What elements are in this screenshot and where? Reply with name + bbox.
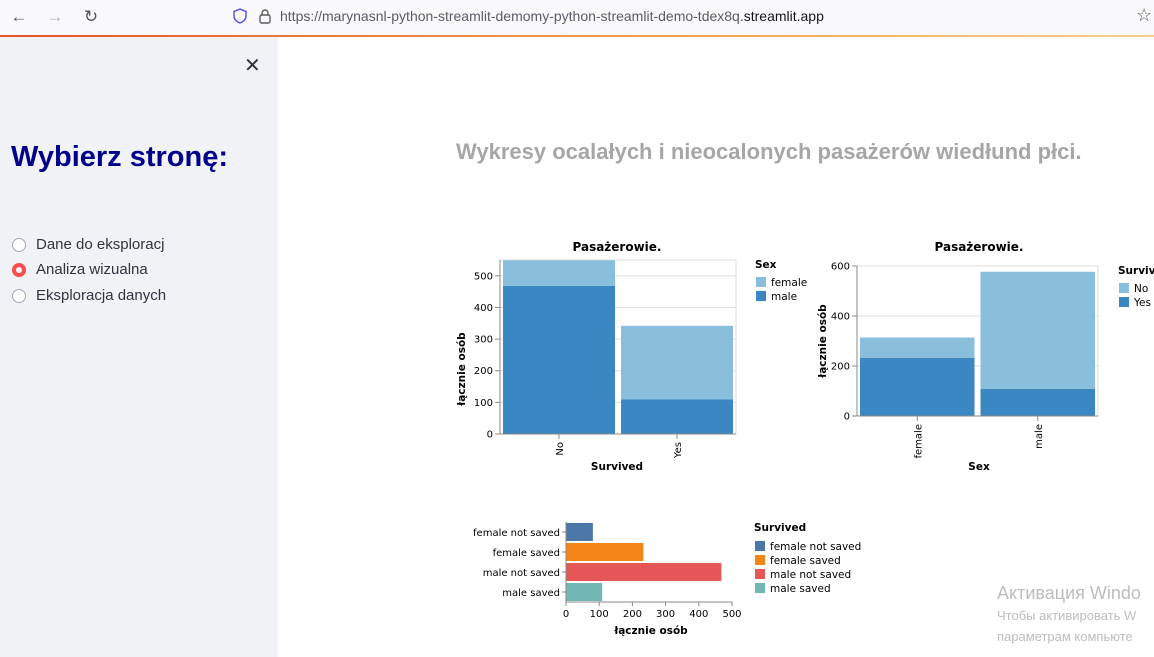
y-axis-label: łącznie osób xyxy=(817,304,829,379)
y-tick-label: 0 xyxy=(487,430,493,441)
x-tick-label: female xyxy=(913,424,924,458)
y-tick-label: 200 xyxy=(831,362,850,373)
legend-swatch xyxy=(755,569,765,579)
radio-option-dane[interactable]: Dane do eksploracj xyxy=(12,236,164,253)
chart-survived-by-sex: Pasażerowie. łącznie osób Survived Sex f… xyxy=(456,240,807,473)
y-tick-label: male not saved xyxy=(483,568,560,579)
radio-label: Dane do eksploracj xyxy=(36,236,165,253)
main-title: Wykresy ocalałych i nieocalonych pasażer… xyxy=(456,139,1082,164)
y-tick-label: 200 xyxy=(474,366,493,377)
legend-swatch xyxy=(755,541,765,551)
chart-title: Pasażerowie. xyxy=(935,240,1024,254)
legend-swatch xyxy=(756,291,766,301)
legend-swatch xyxy=(756,277,766,287)
legend-swatch xyxy=(755,583,765,593)
back-arrow-icon[interactable]: ← xyxy=(10,7,28,26)
x-tick-label: 200 xyxy=(623,609,642,620)
bar-segment xyxy=(860,337,975,358)
page-load-accent xyxy=(0,35,1154,37)
windows-activation-text: параметрам компьюте xyxy=(997,629,1133,644)
sidebar: ✕ Wybierz stronę: Dane do eksploracj Ana… xyxy=(0,37,278,657)
legend-title: Survived xyxy=(754,522,806,534)
bar xyxy=(566,583,603,601)
chart-sex-by-survived: Pasażerowie. łącznie osób Sex Survived N… xyxy=(817,240,1154,473)
legend-label: male saved xyxy=(770,583,831,595)
radio-unselected-icon[interactable] xyxy=(12,237,26,252)
x-axis-label: Sex xyxy=(968,461,990,473)
y-tick-label: 600 xyxy=(831,262,850,273)
bar-segment xyxy=(980,388,1095,416)
bar-segment xyxy=(503,285,615,434)
y-tick-label: 400 xyxy=(474,303,493,314)
y-axis-label: łącznie osób xyxy=(456,332,468,407)
x-tick-label: 300 xyxy=(656,609,675,620)
radio-label: Eksploracja danych xyxy=(36,287,167,304)
bar xyxy=(566,523,593,541)
x-axis-label: łącznie osób xyxy=(613,625,688,637)
legend-label: female not saved xyxy=(770,541,861,553)
chart-title: Pasażerowie. xyxy=(573,240,662,254)
address-bar[interactable]: https://marynasnl-python-streamlit-demom… xyxy=(226,0,1154,32)
lock-icon xyxy=(259,9,271,24)
windows-activation-title: Активация Windo xyxy=(997,583,1141,603)
forward-arrow-icon[interactable]: → xyxy=(46,7,64,26)
close-icon[interactable]: ✕ xyxy=(244,55,261,77)
legend-label: female saved xyxy=(770,555,841,567)
browser-toolbar: ← → ↻ https://marynasnl-python-streamlit… xyxy=(0,0,1154,36)
x-tick-label: 400 xyxy=(689,609,708,620)
y-tick-label: female not saved xyxy=(473,528,560,539)
y-tick-label: 400 xyxy=(831,312,850,323)
url-prefix: https://marynasnl-python-streamlit-demom… xyxy=(280,8,744,24)
legend-label: Yes xyxy=(1133,297,1151,309)
bar xyxy=(566,563,722,581)
y-tick-label: female saved xyxy=(493,548,560,559)
bar-segment xyxy=(860,357,975,416)
radio-selected-icon[interactable] xyxy=(12,262,26,277)
radio-unselected-icon[interactable] xyxy=(12,288,26,303)
bar xyxy=(566,543,644,561)
x-tick-label: male xyxy=(1034,424,1045,449)
x-tick-label: 100 xyxy=(590,609,609,620)
x-tick-label: 0 xyxy=(563,609,569,620)
y-tick-label: 0 xyxy=(844,412,850,423)
x-tick-label: 500 xyxy=(722,609,741,620)
chart-survival-groups: łącznie osób Survived female not saved f… xyxy=(473,522,861,637)
legend-label: female xyxy=(771,277,807,289)
url-domain: streamlit.app xyxy=(743,8,824,24)
bar-segment xyxy=(621,399,733,434)
bar-segment xyxy=(621,325,733,400)
radio-label: Analiza wizualna xyxy=(36,261,148,278)
y-tick-label: male saved xyxy=(502,588,560,599)
legend-title: Survived xyxy=(1118,265,1154,277)
legend-swatch xyxy=(755,555,765,565)
x-tick-label: No xyxy=(555,442,566,456)
legend-swatch xyxy=(1119,283,1129,293)
legend-label: male xyxy=(771,291,797,303)
y-tick-label: 300 xyxy=(474,335,493,346)
legend-label: No xyxy=(1134,283,1148,295)
sidebar-title: Wybierz stronę: xyxy=(11,141,229,173)
y-tick-label: 500 xyxy=(474,271,493,282)
x-tick-label: Yes xyxy=(673,442,684,459)
radio-option-analiza[interactable]: Analiza wizualna xyxy=(12,261,148,278)
legend-title: Sex xyxy=(755,259,777,271)
radio-option-eksploracja[interactable]: Eksploracja danych xyxy=(12,287,166,304)
x-axis-label: Survived xyxy=(591,461,643,473)
legend-label: male not saved xyxy=(770,569,851,581)
windows-activation-text: Чтобы активировать W xyxy=(997,608,1137,623)
y-tick-label: 100 xyxy=(474,398,493,409)
star-icon[interactable]: ☆ xyxy=(1136,5,1153,25)
bar-segment xyxy=(980,271,1095,389)
shield-icon xyxy=(233,8,247,24)
bar-segment xyxy=(503,260,615,286)
reload-icon[interactable]: ↻ xyxy=(83,7,99,26)
legend-swatch xyxy=(1119,297,1129,307)
